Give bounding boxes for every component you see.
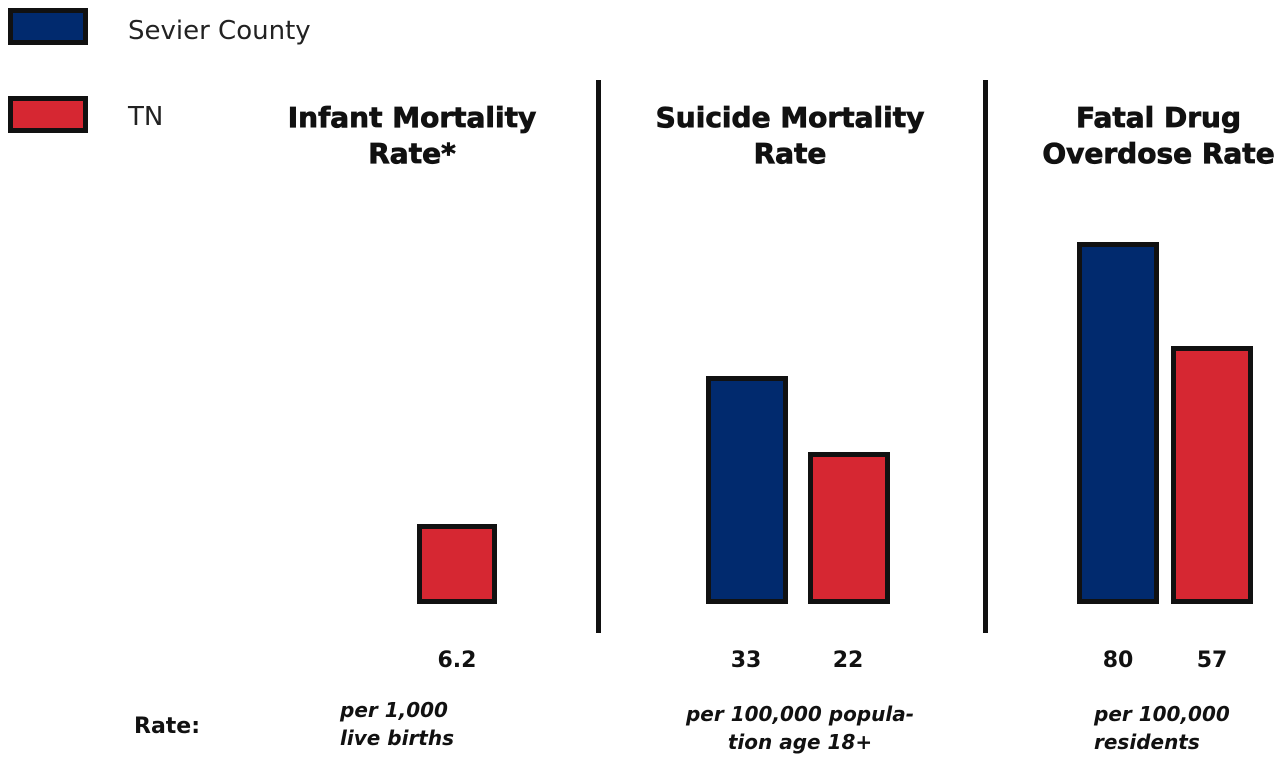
value-label-suicide-sevier: 33 [730, 648, 762, 673]
value-label-suicide-tn: 22 [832, 648, 864, 673]
panel-title-suicide: Suicide Mortality Rate [655, 101, 925, 171]
panel-title-infant: Infant Mortality Rate* [287, 101, 537, 171]
value-label-overdose-tn: 57 [1196, 648, 1228, 673]
legend-swatch-tn [8, 96, 88, 133]
legend-swatch-sevier [8, 8, 88, 45]
legend-label-sevier: Sevier County [128, 16, 311, 46]
bar-suicide-sevier [706, 376, 788, 604]
divider-2 [983, 80, 988, 633]
divider-1 [596, 80, 601, 633]
value-label-infant-tn: 6.2 [437, 648, 477, 673]
panel-title-overdose: Fatal Drug Overdose Rate [1042, 101, 1275, 171]
bar-infant-tn [417, 524, 497, 604]
legend-label-tn: TN [128, 102, 164, 132]
bar-suicide-tn [808, 452, 890, 604]
bar-overdose-sevier [1077, 242, 1159, 604]
value-label-overdose-sevier: 80 [1102, 648, 1134, 673]
unit-label-suicide: per 100,000 popula- tion age 18+ [685, 702, 915, 754]
bar-overdose-tn [1171, 346, 1253, 604]
unit-label-overdose: per 100,000 residents [1094, 702, 1230, 754]
unit-label-infant: per 1,000 live births [340, 698, 455, 750]
rate-label: Rate: [134, 714, 201, 739]
